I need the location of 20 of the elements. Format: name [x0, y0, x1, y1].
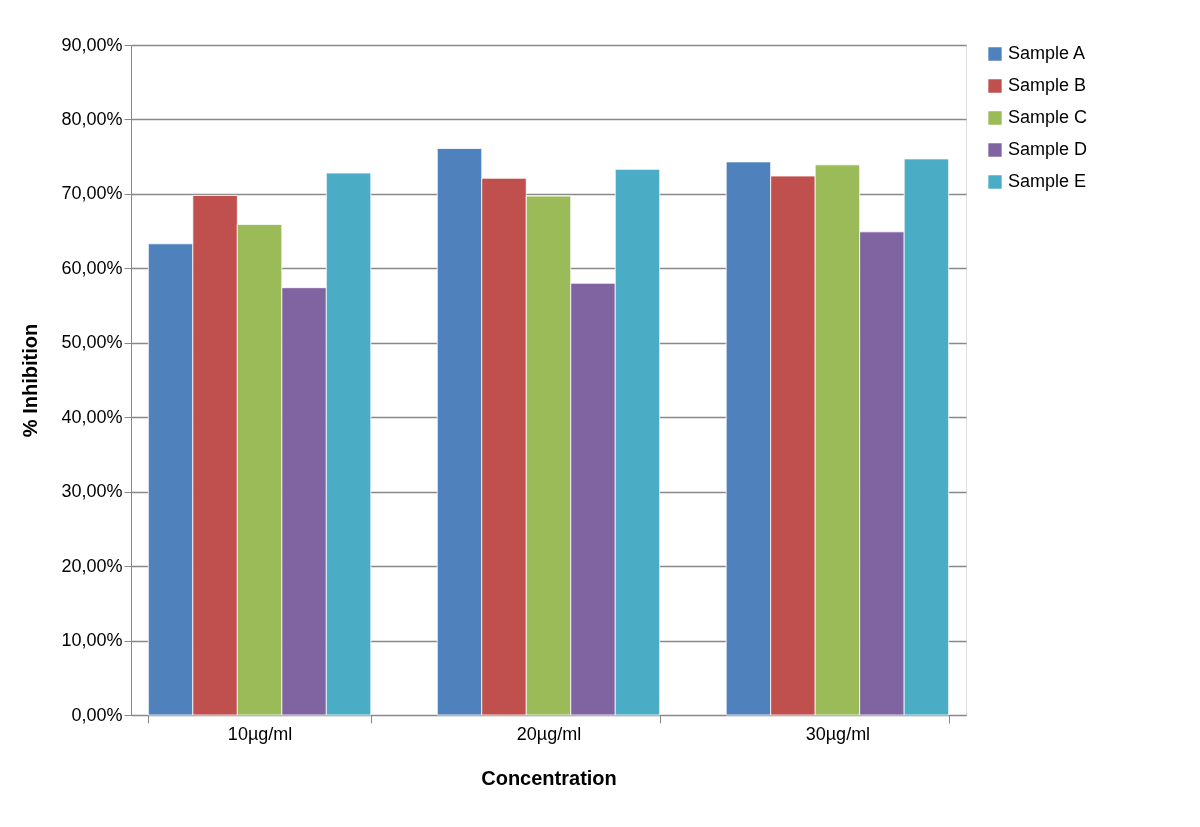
y-tick-label: 60,00%	[61, 257, 123, 278]
y-axis-title: % Inhibition	[19, 323, 42, 438]
y-tick-label: 0,00%	[71, 704, 123, 725]
y-tick-label: 20,00%	[61, 555, 123, 576]
x-tick-label: 20µg/ml	[516, 723, 582, 744]
x-tick-label: 10µg/ml	[227, 723, 293, 744]
y-tick-label: 80,00%	[61, 108, 123, 129]
y-tick-label: 90,00%	[61, 34, 123, 55]
y-tick-label: 70,00%	[61, 183, 123, 204]
y-tick-label: 30,00%	[61, 481, 123, 502]
y-tick-label: 50,00%	[61, 332, 123, 353]
legend-label: Sample D	[1008, 139, 1088, 159]
x-axis-title: Concentration	[481, 766, 617, 789]
legend-label: Sample E	[1008, 171, 1087, 191]
y-tick-label: 40,00%	[61, 406, 123, 427]
legend-label: Sample A	[1008, 43, 1086, 63]
x-tick-label: 30µg/ml	[805, 723, 871, 744]
y-tick-label: 10,00%	[61, 630, 123, 651]
legend-label: Sample C	[1008, 107, 1088, 127]
legend-label: Sample B	[1008, 75, 1087, 95]
